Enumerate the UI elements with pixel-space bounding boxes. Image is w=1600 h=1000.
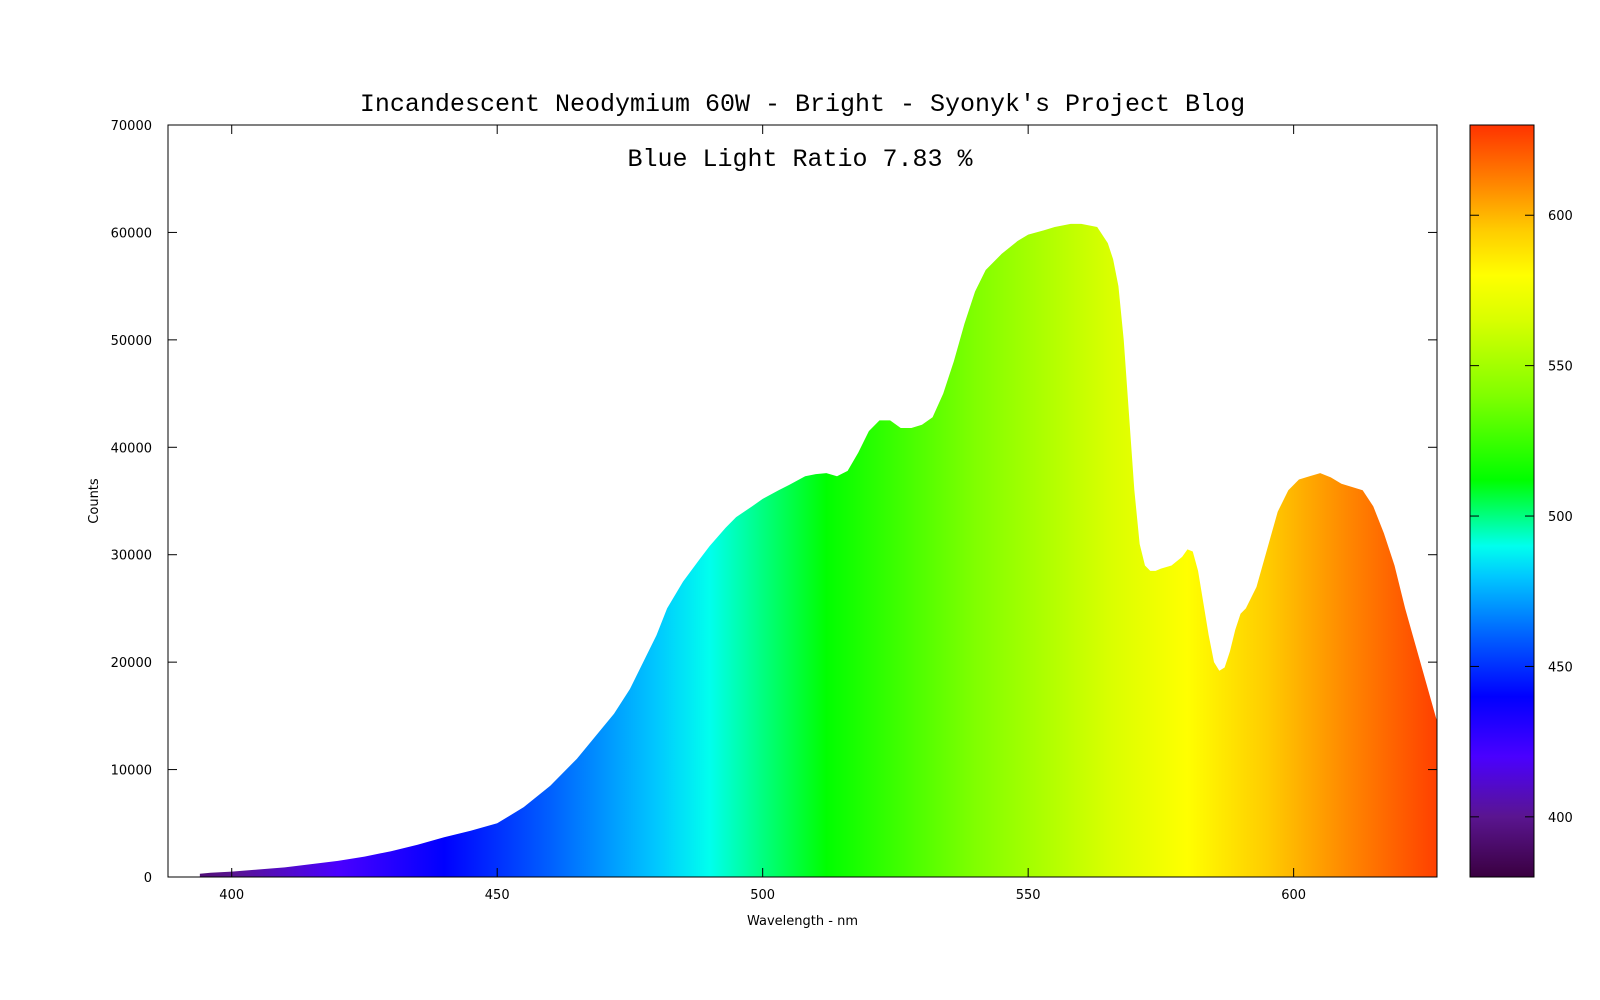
y-tick-label: 60000: [111, 226, 152, 241]
x-tick-label: 550: [1016, 888, 1041, 903]
x-tick-label: 500: [750, 888, 775, 903]
colorbar-tick-label: 400: [1548, 811, 1573, 826]
x-tick-label: 600: [1281, 888, 1306, 903]
x-tick-label: 400: [219, 888, 244, 903]
y-tick-label: 20000: [111, 656, 152, 671]
plot-area: [199, 223, 1437, 877]
y-tick-label: 50000: [111, 334, 152, 349]
x-axis-title: Wavelength - nm: [747, 914, 858, 929]
colorbar-tick-label: 500: [1548, 510, 1573, 525]
spectrum-area: [199, 223, 1437, 877]
colorbar-scale: [1469, 124, 1535, 878]
axes: 400 450 500 550 600 0 10000 20000 30000 40000 5000…: [111, 119, 1438, 903]
y-tick-label: 70000: [111, 119, 152, 134]
y-tick-label: 10000: [111, 764, 152, 779]
plot-frame: [167, 124, 1438, 878]
x-tick-label: 450: [485, 888, 510, 903]
colorbar-tick-label: 450: [1548, 660, 1573, 675]
y-axis-title: Counts: [87, 478, 102, 524]
y-tick-label: 0: [144, 871, 152, 886]
blue-light-ratio-annotation: Blue Light Ratio 7.83 %: [627, 145, 973, 174]
y-tick-label: 40000: [111, 441, 152, 456]
colorbar-tick-label: 600: [1548, 209, 1573, 224]
chart-title: Incandescent Neodymium 60W - Bright - Sy…: [360, 90, 1245, 119]
colorbar-tick-label: 550: [1548, 360, 1573, 375]
colorbar: 400 450 500 550 600: [1469, 124, 1573, 878]
y-tick-label: 30000: [111, 549, 152, 564]
